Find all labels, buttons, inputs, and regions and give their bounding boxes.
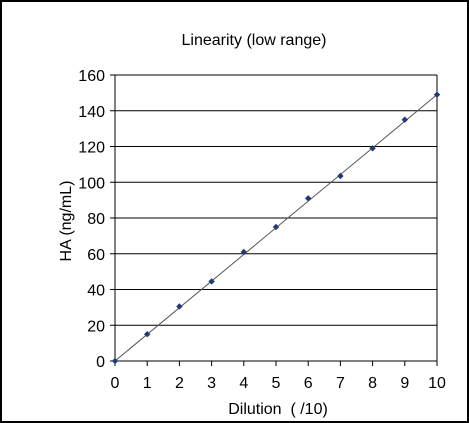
- axes: [110, 74, 438, 366]
- x-tick-label-5: 5: [272, 375, 281, 392]
- data-point-8: [369, 145, 376, 152]
- y-tick-label-60: 60: [87, 247, 105, 264]
- x-tick-label-3: 3: [207, 375, 216, 392]
- x-tick-label-0: 0: [111, 375, 120, 392]
- data-point-4: [240, 248, 247, 256]
- data-point-10: [433, 91, 441, 98]
- y-tick-label-40: 40: [87, 283, 105, 300]
- data-point-3: [208, 278, 215, 285]
- x-tick-label-7: 7: [336, 375, 345, 392]
- x-tick-label-6: 6: [304, 375, 313, 392]
- x-tick-label-9: 9: [400, 375, 409, 392]
- y-tick-label-140: 140: [78, 104, 105, 121]
- x-tick-label-10: 10: [428, 375, 446, 392]
- y-tick-labels: 0 20 40 60 80 100 120 140 160: [78, 68, 105, 371]
- y-tick-label-20: 20: [87, 318, 105, 335]
- y-tick-label-100: 100: [78, 175, 105, 192]
- y-tick-label-80: 80: [87, 211, 105, 228]
- y-tick-label-0: 0: [96, 354, 105, 371]
- data-points: [111, 91, 441, 365]
- x-tick-label-4: 4: [239, 375, 248, 392]
- data-point-6: [305, 195, 312, 202]
- x-tick-label-1: 1: [143, 375, 152, 392]
- data-point-5: [272, 223, 280, 231]
- x-tick-label-8: 8: [368, 375, 377, 392]
- chart-title: Linearity (low range): [182, 32, 327, 49]
- data-point-7: [337, 172, 344, 180]
- x-axis-label: Dilution ( /10): [228, 401, 328, 418]
- y-tick-label-120: 120: [78, 140, 105, 157]
- data-point-1: [144, 330, 151, 338]
- x-tick-labels: 0 1 2 3 4 5 6 7 8 9 10: [111, 375, 446, 392]
- y-tick-label-160: 160: [78, 68, 105, 85]
- data-point-9: [401, 116, 408, 123]
- data-point-2: [176, 303, 183, 310]
- x-tick-label-2: 2: [175, 375, 184, 392]
- data-point-0: [111, 357, 119, 365]
- y-axis-label: HA (ng/mL): [58, 181, 75, 262]
- gridlines: [115, 74, 437, 362]
